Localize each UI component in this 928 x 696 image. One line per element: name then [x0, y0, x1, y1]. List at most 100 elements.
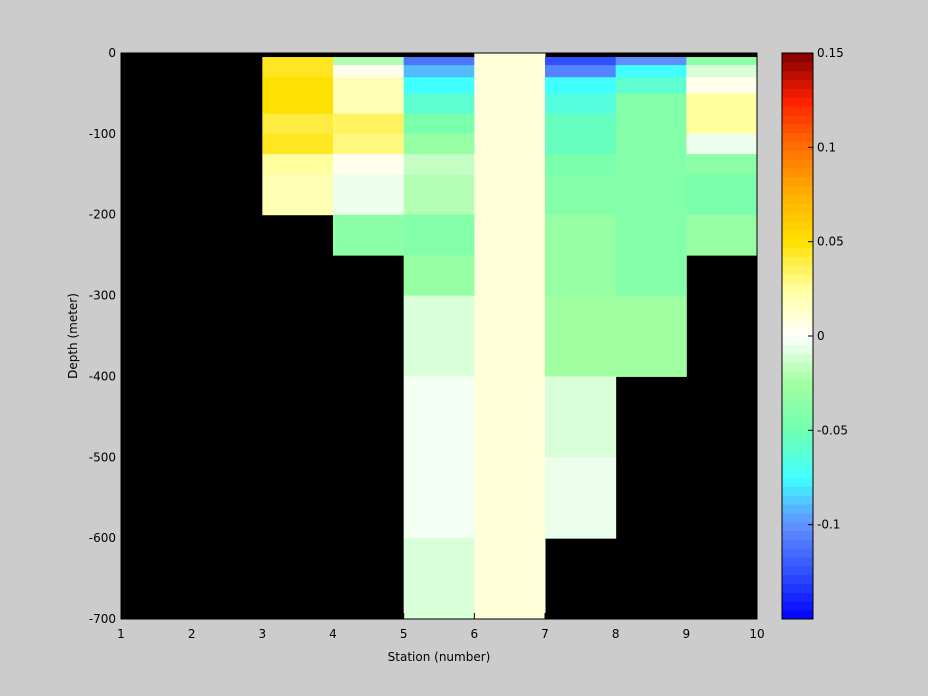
colorbar-swatch [782, 610, 813, 620]
colorbar-tick-label: 0.15 [817, 46, 844, 60]
cell [545, 77, 617, 94]
cell [545, 295, 617, 377]
colorbar-swatch [782, 221, 813, 231]
cell [615, 295, 687, 377]
colorbar-swatch [782, 265, 813, 275]
colorbar-swatch [782, 53, 813, 63]
colorbar-swatch [782, 203, 813, 213]
colorbar-swatch [782, 176, 813, 187]
colorbar-swatch [782, 601, 813, 611]
x-tick-label: 4 [329, 627, 337, 641]
colorbar-swatch [782, 256, 813, 266]
cell [403, 295, 475, 377]
cell [615, 154, 687, 175]
colorbar-swatch [782, 583, 813, 593]
x-axis-label: Station (number) [388, 650, 491, 664]
cell [262, 174, 334, 216]
colorbar-swatch [782, 327, 813, 337]
cell [403, 174, 475, 216]
cell [474, 65, 546, 78]
cell [474, 133, 546, 155]
colorbar-swatch [782, 468, 813, 478]
cell [545, 133, 617, 155]
colorbar-swatch [782, 150, 813, 160]
colorbar-swatch [782, 274, 813, 284]
cell [474, 57, 546, 66]
cell [545, 255, 617, 297]
colorbar-swatch [782, 592, 813, 602]
cell [403, 77, 475, 94]
colorbar-swatch [782, 159, 813, 169]
colorbar-tick-label: -0.05 [817, 423, 848, 437]
colorbar-swatch [782, 282, 813, 293]
y-tick-label: -600 [89, 531, 116, 545]
cell [403, 113, 475, 135]
y-tick-label: -500 [89, 450, 116, 464]
colorbar-swatch [782, 106, 813, 116]
colorbar-swatch [782, 247, 813, 257]
colorbar-swatch [782, 521, 813, 532]
colorbar-swatch [782, 495, 813, 505]
colorbar-swatch [782, 397, 813, 408]
cell [262, 113, 334, 135]
colorbar-swatch [782, 433, 813, 443]
cell [474, 53, 546, 58]
cell [545, 376, 617, 458]
colorbar-swatch [782, 477, 813, 487]
cell [333, 113, 405, 135]
x-tick-label: 5 [400, 627, 408, 641]
cell [615, 65, 687, 78]
colorbar-swatch [782, 97, 813, 107]
cell [403, 154, 475, 175]
colorbar-swatch [782, 530, 813, 540]
cell [262, 133, 334, 155]
cell [262, 93, 334, 115]
y-axis-label: Depth (meter) [66, 293, 80, 379]
x-tick-label: 8 [612, 627, 620, 641]
cell [545, 154, 617, 175]
colorbar-swatch [782, 132, 813, 142]
colorbar-swatch [782, 380, 813, 390]
cell [615, 214, 687, 256]
y-tick-label: -100 [89, 127, 116, 141]
colorbar-swatch [782, 185, 813, 195]
cell [403, 65, 475, 78]
colorbar-swatch [782, 442, 813, 452]
cell [686, 113, 758, 135]
cell [615, 113, 687, 135]
colorbar-swatch [782, 88, 813, 98]
colorbar-swatch [782, 238, 813, 249]
colorbar-swatch [782, 424, 813, 434]
cell [403, 255, 475, 297]
cell [686, 154, 758, 175]
colorbar-swatch [782, 415, 813, 425]
cell [545, 65, 617, 78]
colorbar-swatch [782, 61, 813, 72]
colorbar-swatch [782, 389, 813, 399]
colorbar-swatch [782, 229, 813, 240]
cell [403, 376, 475, 458]
cell [545, 174, 617, 216]
colorbar-swatch [782, 344, 813, 355]
colorbar-swatch [782, 362, 813, 372]
colorbar-swatch [782, 194, 813, 204]
cell [474, 174, 546, 216]
cell [333, 57, 405, 66]
cell [403, 538, 475, 620]
cell [262, 65, 334, 78]
x-tick-label: 6 [471, 627, 479, 641]
cell [686, 133, 758, 155]
x-tick-label: 10 [749, 627, 764, 641]
colorbar-swatch [782, 557, 813, 567]
colorbar-swatch [782, 371, 813, 381]
cell [545, 113, 617, 135]
cell [262, 154, 334, 175]
cell [545, 457, 617, 539]
colorbar-swatch [782, 486, 813, 496]
x-tick-label: 1 [117, 627, 125, 641]
colorbar-swatch [782, 79, 813, 89]
cell [615, 174, 687, 216]
cell [686, 93, 758, 115]
cell [686, 77, 758, 94]
